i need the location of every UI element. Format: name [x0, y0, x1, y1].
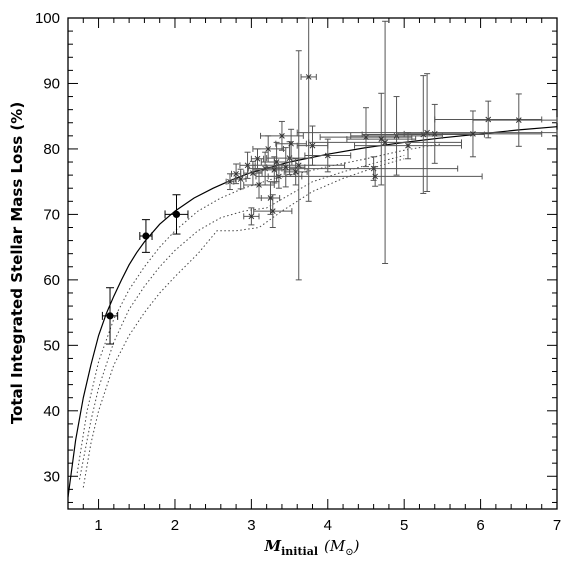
- open-data-point: [244, 162, 251, 169]
- open-data-point: [250, 170, 256, 177]
- open-point-group: [283, 158, 308, 186]
- open-point-group: [243, 171, 275, 199]
- y-tick-label: 100: [35, 10, 60, 27]
- open-point-group: [260, 141, 293, 183]
- open-point-group: [300, 17, 317, 202]
- filled-point-group: [101, 287, 119, 345]
- x-tick-label: 6: [476, 517, 484, 534]
- open-data-point: [279, 132, 285, 139]
- open-point-group: [267, 166, 483, 187]
- y-tick-label: 80: [43, 141, 60, 158]
- open-point-group: [260, 120, 304, 151]
- open-point-group: [243, 207, 260, 226]
- open-point-group: [354, 132, 462, 160]
- fit-curve: [67, 126, 558, 498]
- dotted-model-curve: [82, 158, 405, 488]
- open-point-group: [234, 168, 247, 190]
- open-data-point: [405, 142, 411, 149]
- open-point-group: [346, 92, 417, 186]
- open-data-point: [233, 170, 239, 177]
- y-tick-label: 70: [43, 206, 60, 223]
- plot-frame: [67, 17, 558, 510]
- open-data-point: [267, 195, 274, 201]
- open-point-group: [252, 50, 346, 281]
- data-points: [101, 17, 558, 345]
- dotted-model-curve: [79, 155, 405, 480]
- x-tick-label: 1: [94, 517, 102, 534]
- open-point-group: [308, 20, 462, 264]
- open-data-point: [305, 74, 312, 80]
- curves: [67, 126, 558, 498]
- open-data-point: [269, 208, 276, 214]
- open-point-group: [304, 138, 352, 173]
- x-axis-unit: (M: [324, 537, 346, 555]
- open-data-point: [254, 155, 261, 162]
- y-tick-label: 60: [43, 272, 60, 289]
- filled-point-group: [164, 194, 189, 235]
- x-tick-label: 2: [171, 517, 179, 534]
- y-tick-label: 30: [43, 468, 60, 485]
- open-data-point: [324, 152, 331, 159]
- y-axis-title: Total Integrated Stellar Mass Loss (%): [8, 102, 26, 424]
- open-data-point: [485, 116, 492, 123]
- open-data-point: [470, 131, 476, 137]
- x-tick-label: 5: [400, 517, 408, 534]
- open-point-group: [472, 93, 558, 147]
- open-data-point: [288, 140, 294, 147]
- open-data-point: [515, 117, 522, 123]
- y-tick-label: 40: [43, 403, 60, 420]
- y-tick-label: 90: [43, 75, 60, 92]
- open-data-point: [309, 142, 316, 149]
- dotted-model-curve: [76, 143, 443, 474]
- filled-data-point: [142, 232, 150, 240]
- x-axis-subscript: initial: [281, 545, 318, 558]
- x-tick-label: 7: [553, 517, 561, 534]
- open-data-point: [382, 139, 388, 146]
- x-axis-unit-subscript: ⊙: [345, 547, 353, 558]
- x-axis-title: Minitial (M⊙): [264, 537, 360, 558]
- open-point-group: [275, 128, 307, 159]
- open-data-point: [265, 146, 272, 152]
- open-data-point: [248, 213, 255, 220]
- filled-data-point: [172, 210, 181, 218]
- axes: 1 2 3 4 5 6 7 30 40 50 60 70 80 90 100: [35, 10, 561, 534]
- open-data-point: [256, 182, 262, 188]
- open-data-point: [372, 173, 379, 180]
- x-axis-close: ): [353, 537, 360, 555]
- x-axis-symbol: M: [264, 537, 282, 555]
- open-point-group: [296, 73, 558, 192]
- x-tick-label: 4: [324, 517, 332, 534]
- x-tick-label: 3: [247, 517, 255, 534]
- filled-point-group: [139, 219, 153, 253]
- open-data-point: [227, 178, 233, 185]
- filled-data-point: [106, 312, 114, 320]
- y-tick-label: 50: [43, 337, 60, 354]
- open-point-group: [434, 100, 543, 139]
- open-point-group: [225, 173, 235, 191]
- open-point-group: [253, 194, 293, 228]
- open-data-point: [292, 168, 299, 175]
- open-data-point: [237, 176, 244, 182]
- open-data-point: [295, 162, 302, 169]
- open-data-point: [273, 159, 280, 165]
- open-data-point: [271, 167, 278, 173]
